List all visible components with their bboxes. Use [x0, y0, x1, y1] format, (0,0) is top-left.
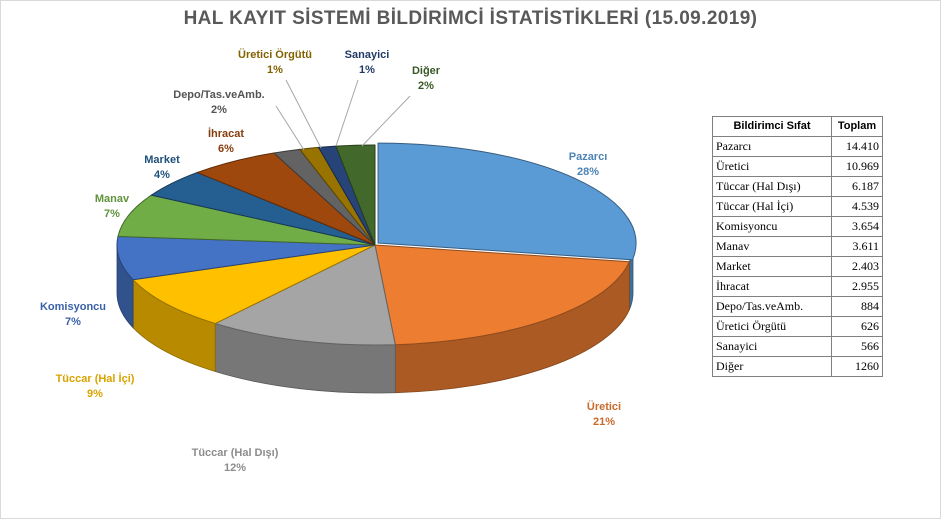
slice-label-market: Market	[144, 154, 180, 166]
row-label: Tüccar (Hal İçi)	[712, 196, 832, 217]
row-label: Üretici	[712, 156, 832, 177]
slice-label-u-retici-o-rgu-tu: Üretici Örgütü	[238, 48, 312, 61]
row-value: 2.403	[831, 256, 883, 277]
pie-slice-dig-er	[335, 144, 376, 246]
leader-line-dig-er	[361, 95, 411, 147]
slice-pct-komisyoncu: 7%	[65, 316, 81, 328]
row-label: Sanayici	[712, 336, 832, 357]
row-label: Depo/Tas.veAmb.	[712, 296, 832, 317]
leader-line-depo-tas-veamb	[275, 105, 305, 151]
row-label: İhracat	[712, 276, 832, 297]
table-row: Üretici Örgütü 626	[712, 316, 883, 337]
table-row: Depo/Tas.veAmb. 884	[712, 296, 883, 317]
table-row: Diğer 1260	[712, 356, 883, 377]
pie-slice-manav	[117, 194, 376, 246]
slice-pct-dig-er: 2%	[418, 80, 434, 92]
table-row: Tüccar (Hal İçi) 4.539	[712, 196, 883, 217]
slice-label-sanayici: Sanayici	[345, 49, 390, 61]
leader-line-sanayici	[335, 79, 359, 147]
table-row: İhracat 2.955	[712, 276, 883, 297]
row-value: 884	[831, 296, 883, 317]
leader-line-u-retici-o-rgu-tu	[285, 79, 322, 149]
row-value: 1260	[831, 356, 883, 377]
row-label: Market	[712, 256, 832, 277]
slice-label-pazarc: Pazarcı	[569, 151, 608, 163]
row-label: Komisyoncu	[712, 216, 832, 237]
row-value: 6.187	[831, 176, 883, 197]
row-value: 566	[831, 336, 883, 357]
row-value: 3.654	[831, 216, 883, 237]
slice-label-manav: Manav	[95, 193, 130, 205]
slice-label-tu-ccar-hal-d-s: Tüccar (Hal Dışı)	[192, 447, 279, 459]
table-row: Sanayici 566	[712, 336, 883, 357]
table-row: Tüccar (Hal Dışı) 6.187	[712, 176, 883, 197]
table-row: Market 2.403	[712, 256, 883, 277]
slice-pct-depo-tas-veamb: 2%	[211, 104, 227, 116]
slice-label-i-hracat: İhracat	[208, 127, 244, 140]
slice-pct-tu-ccar-hal-d-s: 12%	[224, 462, 246, 474]
row-label: Diğer	[712, 356, 832, 377]
row-value: 2.955	[831, 276, 883, 297]
stats-table: Bildirimci Sıfat Toplam Pazarcı 14.410 Ür…	[712, 116, 883, 377]
header-sifat: Bildirimci Sıfat	[712, 116, 832, 137]
slice-label-tu-ccar-hal-i-c-i: Tüccar (Hal İçi)	[56, 372, 135, 385]
chart-title: HAL KAYIT SİSTEMİ BİLDİRİMCİ İSTATİSTİKL…	[183, 8, 758, 29]
slice-label-u-retici: Üretici	[587, 400, 621, 413]
slice-label-dig-er: Diğer	[412, 65, 441, 77]
slice-pct-pazarc: 28%	[577, 166, 599, 178]
row-value: 3.611	[831, 236, 883, 257]
row-value: 626	[831, 316, 883, 337]
slice-label-depo-tas-veamb: Depo/Tas.veAmb.	[173, 89, 265, 101]
pie-slice-u-retici	[374, 244, 631, 346]
row-value: 4.539	[831, 196, 883, 217]
row-label: Üretici Örgütü	[712, 316, 832, 337]
slice-pct-u-retici-o-rgu-tu: 1%	[267, 64, 283, 76]
pie-slice-tu-ccar-hal-d-s	[213, 244, 396, 346]
table-row: Manav 3.611	[712, 236, 883, 257]
pie-slice-komisyoncu	[116, 235, 376, 281]
table-row: Komisyoncu 3.654	[712, 216, 883, 237]
row-value: 10.969	[831, 156, 883, 177]
row-label: Tüccar (Hal Dışı)	[712, 176, 832, 197]
slice-pct-i-hracat: 6%	[218, 143, 234, 155]
slice-pct-tu-ccar-hal-i-c-i: 9%	[87, 388, 103, 400]
pie-slice-pazarc	[377, 142, 637, 261]
slice-pct-u-retici: 21%	[593, 416, 615, 428]
table-header-row: Bildirimci Sıfat Toplam	[712, 116, 883, 137]
pie-slice-tu-ccar-hal-i-c-i	[132, 244, 376, 325]
row-label: Pazarcı	[712, 136, 832, 157]
slice-pct-market: 4%	[154, 169, 170, 181]
slice-pct-manav: 7%	[104, 208, 120, 220]
table-row: Üretici 10.969	[712, 156, 883, 177]
row-label: Manav	[712, 236, 832, 257]
slice-label-komisyoncu: Komisyoncu	[40, 301, 106, 313]
table-row: Pazarcı 14.410	[712, 136, 883, 157]
row-value: 14.410	[831, 136, 883, 157]
slice-pct-sanayici: 1%	[359, 64, 375, 76]
header-toplam: Toplam	[831, 116, 883, 137]
